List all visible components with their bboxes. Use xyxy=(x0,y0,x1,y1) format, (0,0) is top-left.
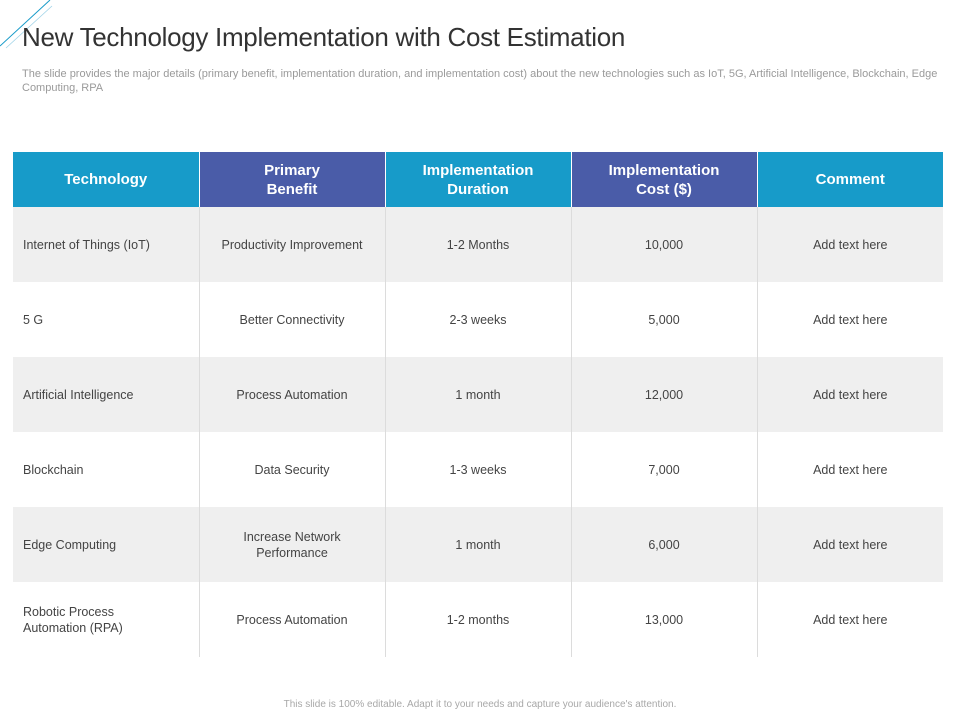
cost-cell: 12,000 xyxy=(571,357,758,432)
corner-decoration xyxy=(0,0,53,49)
table-row: 5 G Better Connectivity 2-3 weeks 5,000 Add … xyxy=(13,282,943,357)
duration-cell: 1-2 months xyxy=(385,582,572,657)
header-implementation-cost: Implementation Cost ($) xyxy=(571,152,758,207)
header-primary-benefit: Primary Benefit xyxy=(199,152,386,207)
comment-cell: Add text here xyxy=(757,507,943,582)
table-row: Robotic Process Automation (RPA) Process … xyxy=(13,582,943,657)
slide-subtitle: The slide provides the major details (pr… xyxy=(22,68,938,94)
duration-cell: 1 month xyxy=(385,507,572,582)
table-row: Blockchain Data Security 1-3 weeks 7,000 Add… xyxy=(13,432,943,507)
duration-cell: 1-3 weeks xyxy=(385,432,572,507)
cost-cell: 7,000 xyxy=(571,432,758,507)
primary-benefit-cell: Productivity Improvement xyxy=(199,207,386,282)
technology-cell: Blockchain xyxy=(13,432,200,507)
technology-table: Technology Primary Benefit Implementatio… xyxy=(13,152,943,657)
header-technology: Technology xyxy=(13,152,200,207)
primary-benefit-cell: Increase Network Performance xyxy=(199,507,386,582)
table-row: Artificial Intelligence Process Automatio… xyxy=(13,357,943,432)
duration-cell: 1 month xyxy=(385,357,572,432)
table-header-row: Technology Primary Benefit Implementatio… xyxy=(13,152,943,207)
technology-cell: Internet of Things (IoT) xyxy=(13,207,200,282)
cost-cell: 13,000 xyxy=(571,582,758,657)
duration-cell: 2-3 weeks xyxy=(385,282,572,357)
technology-cell: 5 G xyxy=(13,282,200,357)
comment-cell: Add text here xyxy=(757,582,943,657)
primary-benefit-cell: Process Automation xyxy=(199,582,386,657)
comment-cell: Add text here xyxy=(757,357,943,432)
primary-benefit-cell: Better Connectivity xyxy=(199,282,386,357)
comment-cell: Add text here xyxy=(757,432,943,507)
technology-cell: Artificial Intelligence xyxy=(13,357,200,432)
primary-benefit-cell: Process Automation xyxy=(199,357,386,432)
slide-title: New Technology Implementation with Cost … xyxy=(22,22,626,52)
slide-footer: This slide is 100% editable. Adapt it to… xyxy=(283,699,677,710)
technology-cell: Edge Computing xyxy=(13,507,200,582)
header-comment: Comment xyxy=(757,152,943,207)
duration-cell: 1-2 Months xyxy=(385,207,572,282)
table-row: Internet of Things (IoT) Productivity Imp… xyxy=(13,207,943,282)
cost-cell: 10,000 xyxy=(571,207,758,282)
cost-cell: 6,000 xyxy=(571,507,758,582)
primary-benefit-cell: Data Security xyxy=(199,432,386,507)
technology-cell: Robotic Process Automation (RPA) xyxy=(13,582,200,657)
comment-cell: Add text here xyxy=(757,282,943,357)
header-implementation-duration: Implementation Duration xyxy=(385,152,572,207)
cost-cell: 5,000 xyxy=(571,282,758,357)
comment-cell: Add text here xyxy=(757,207,943,282)
table-row: Edge Computing Increase Network Performan… xyxy=(13,507,943,582)
